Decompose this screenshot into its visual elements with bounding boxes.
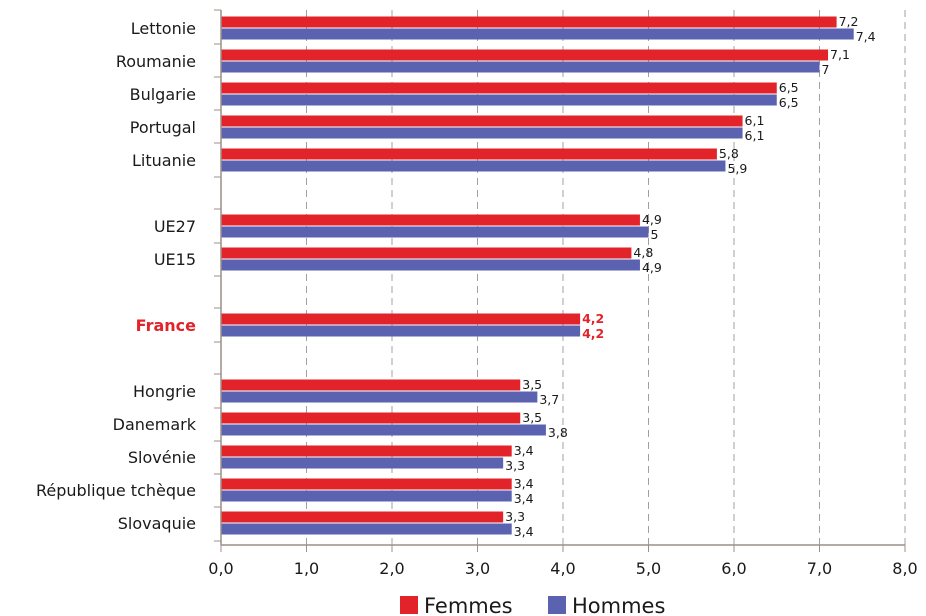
data-label-femmes: 7,2 <box>839 14 859 29</box>
bar-hommes <box>221 28 854 40</box>
bar-hommes <box>221 94 777 106</box>
legend-label-hommes: Hommes <box>572 594 665 616</box>
bar-femmes <box>221 247 632 259</box>
data-label-femmes: 4,9 <box>642 212 662 227</box>
bar-femmes <box>221 115 743 127</box>
legend-label-femmes: Femmes <box>424 594 513 616</box>
category-label: Bulgarie <box>130 85 196 104</box>
data-label-hommes: 4,2 <box>582 326 604 341</box>
data-label-femmes: 6,1 <box>745 113 765 128</box>
data-label-femmes: 7,1 <box>830 47 850 62</box>
bar-femmes <box>221 511 504 523</box>
data-labels: 7,27,47,176,56,56,16,15,85,94,954,84,94,… <box>505 14 875 539</box>
data-label-hommes: 5 <box>651 227 659 242</box>
x-tick-labels: 0,0 1,0 2,0 3,0 4,0 5,0 6,0 7,0 8,0 <box>208 559 917 578</box>
x-tick-label: 1,0 <box>294 559 319 578</box>
category-label: Portugal <box>130 118 196 137</box>
data-label-femmes: 3,5 <box>522 410 542 425</box>
data-label-femmes: 3,3 <box>505 509 525 524</box>
x-tick-label: 8,0 <box>892 559 917 578</box>
bar-femmes <box>221 379 521 391</box>
bar-hommes <box>221 61 820 73</box>
bar-hommes <box>221 523 512 535</box>
data-label-hommes: 3,8 <box>548 425 568 440</box>
axes <box>214 9 906 552</box>
bar-femmes <box>221 16 837 28</box>
x-tick-label: 2,0 <box>379 559 404 578</box>
data-label-hommes: 5,9 <box>727 161 747 176</box>
category-label: Danemark <box>113 415 197 434</box>
x-tick-label: 5,0 <box>636 559 661 578</box>
bar-hommes <box>221 391 538 403</box>
data-label-hommes: 3,3 <box>505 458 525 473</box>
bar-hommes <box>221 259 640 271</box>
x-tick-label: 3,0 <box>465 559 490 578</box>
x-tick-label: 6,0 <box>721 559 746 578</box>
data-label-hommes: 6,1 <box>745 128 765 143</box>
category-label: Hongrie <box>133 382 196 401</box>
category-label: Lettonie <box>131 19 196 38</box>
category-label: Slovaquie <box>118 514 196 533</box>
bar-hommes <box>221 226 649 238</box>
data-label-hommes: 3,4 <box>514 491 534 506</box>
legend-swatch-femmes <box>400 596 418 614</box>
legend-swatch-hommes <box>548 596 566 614</box>
data-label-femmes: 3,4 <box>514 443 534 458</box>
bar-hommes <box>221 490 512 502</box>
category-label: Roumanie <box>116 52 196 71</box>
bar-hommes <box>221 127 743 139</box>
data-label-femmes: 4,2 <box>582 311 604 326</box>
data-label-femmes: 4,8 <box>633 245 653 260</box>
bar-femmes <box>221 313 581 325</box>
bar-hommes <box>221 160 726 172</box>
x-tick-label: 7,0 <box>807 559 832 578</box>
bar-hommes <box>221 457 504 469</box>
bar-femmes <box>221 82 777 94</box>
category-label: Slovénie <box>128 448 196 467</box>
category-label: France <box>136 316 196 335</box>
bar-femmes <box>221 49 829 61</box>
data-label-hommes: 7 <box>822 62 830 77</box>
data-label-hommes: 3,4 <box>514 524 534 539</box>
category-label: UE15 <box>154 250 196 269</box>
bar-hommes <box>221 424 546 436</box>
bar-femmes <box>221 148 717 160</box>
data-label-hommes: 6,5 <box>779 95 799 110</box>
x-tick-label: 4,0 <box>550 559 575 578</box>
legend: Femmes Hommes <box>400 594 665 616</box>
data-label-femmes: 5,8 <box>719 146 739 161</box>
category-label: UE27 <box>154 217 196 236</box>
data-label-femmes: 3,4 <box>514 476 534 491</box>
data-label-femmes: 6,5 <box>779 80 799 95</box>
category-label: République tchèque <box>36 481 196 500</box>
data-label-hommes: 4,9 <box>642 260 662 275</box>
x-tick-label: 0,0 <box>208 559 233 578</box>
bar-femmes <box>221 478 512 490</box>
data-label-femmes: 3,5 <box>522 377 542 392</box>
bar-femmes <box>221 445 512 457</box>
bar-femmes <box>221 214 640 226</box>
bars <box>221 16 854 535</box>
data-label-hommes: 7,4 <box>856 29 876 44</box>
bar-hommes <box>221 325 581 337</box>
data-label-hommes: 3,7 <box>539 392 559 407</box>
category-label: Lituanie <box>132 151 196 170</box>
category-labels: Lettonie Roumanie Bulgarie Portugal Lituanie… <box>36 19 197 533</box>
bar-femmes <box>221 412 521 424</box>
